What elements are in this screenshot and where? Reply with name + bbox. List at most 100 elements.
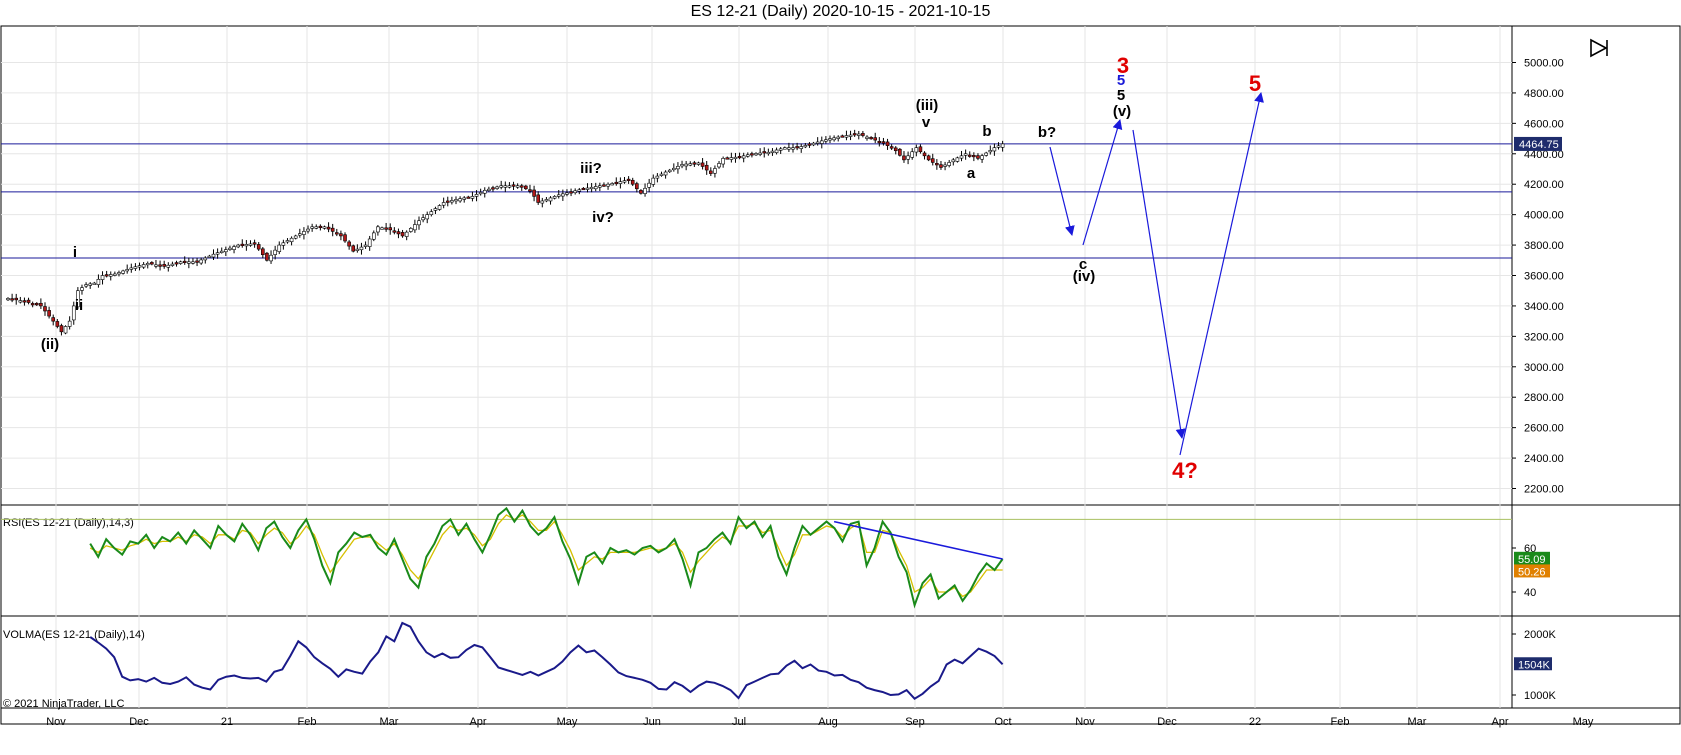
y-tick-label: 3400.00	[1524, 301, 1564, 313]
candle-body	[511, 184, 516, 187]
y-axes: 5000.00 4800.00 4600.00 4400.00 4200.00 4000.…	[1512, 58, 1564, 702]
candle-body	[43, 306, 47, 312]
wave-label: 4?	[1172, 458, 1198, 483]
candle-body	[947, 162, 951, 166]
candle-body	[55, 321, 60, 327]
candle-body	[474, 194, 479, 197]
candle-body	[137, 265, 142, 268]
candle-body	[515, 185, 520, 188]
candle-body	[51, 317, 56, 322]
x-tick-label: 21	[221, 716, 233, 728]
candle-body	[133, 266, 138, 269]
candle-body	[865, 136, 869, 139]
rsi-y-tick-label: 40	[1524, 587, 1536, 599]
candle-body	[745, 154, 750, 157]
copyright-notice: © 2021 NinjaTrader, LLC	[3, 698, 124, 710]
y-tick-label: 3600.00	[1524, 271, 1564, 283]
wave-label: ii	[75, 297, 83, 314]
candle-body	[733, 156, 738, 160]
candle-body	[914, 147, 919, 153]
candle-body	[926, 155, 931, 161]
candle-body	[585, 187, 590, 190]
candle-body	[388, 227, 393, 231]
candle-body	[302, 231, 306, 235]
candle-body	[404, 231, 409, 237]
candle-body	[104, 274, 109, 277]
x-tick-label: Mar	[380, 716, 399, 728]
candle-body	[491, 187, 495, 190]
candle-body	[306, 228, 310, 232]
candle-body	[519, 185, 524, 188]
candle-body	[261, 248, 265, 256]
scroll-to-end-icon[interactable]	[1588, 37, 1610, 59]
candle-body	[844, 135, 849, 138]
candle-body	[922, 152, 927, 157]
candle-body	[6, 298, 10, 301]
candle-body	[758, 152, 762, 155]
candle-body	[770, 150, 775, 153]
candle-body	[371, 232, 376, 240]
projection-arrows	[1049, 92, 1264, 456]
candle-body	[367, 238, 372, 247]
candle-body	[256, 244, 261, 250]
candle-body	[170, 263, 175, 266]
wave-label: iii?	[580, 160, 602, 177]
projection-arrow	[1049, 146, 1075, 236]
candle-body	[125, 269, 129, 272]
candle-body	[80, 287, 84, 291]
candle-body	[778, 148, 783, 151]
candle-body	[680, 164, 684, 167]
candle-body	[182, 260, 187, 263]
candle-body	[203, 257, 208, 261]
candle-body	[930, 158, 935, 163]
candle-body	[191, 261, 195, 264]
candle-body	[392, 230, 397, 233]
candle-body	[429, 211, 434, 215]
x-axis: Nov Dec 21 Feb Mar Apr May Jun Jul Aug Sep Oct Nov De…	[46, 716, 1594, 728]
candle-body	[96, 279, 101, 285]
candle-body	[955, 157, 960, 162]
candle-body	[236, 244, 240, 248]
candle-body	[524, 185, 528, 190]
volma-value: 1504K	[1518, 659, 1550, 671]
candle-body	[158, 264, 162, 267]
y-tick-label: 4800.00	[1524, 88, 1564, 100]
candle-body	[478, 192, 483, 195]
candle-body	[76, 290, 80, 308]
candle-body	[832, 137, 836, 141]
candle-body	[898, 148, 902, 156]
candle-body	[100, 275, 105, 280]
candle-body	[195, 260, 199, 263]
candle-body	[630, 179, 635, 185]
candle-body	[618, 181, 623, 184]
candle-body	[334, 232, 339, 235]
candle-body	[84, 284, 88, 287]
candle-body	[692, 162, 697, 165]
candle-body	[902, 155, 906, 161]
candle-body	[215, 252, 220, 255]
candle-body	[581, 187, 586, 191]
candle-body	[482, 190, 487, 194]
candle-body	[437, 205, 442, 210]
x-tick-label: May	[1573, 716, 1594, 728]
candle-body	[713, 168, 717, 174]
candle-body	[704, 164, 709, 171]
volma-y-tick-label: 2000K	[1524, 629, 1556, 641]
candle-body	[281, 242, 286, 246]
candle-body	[507, 185, 512, 188]
candle-body	[984, 152, 988, 156]
candle-body	[14, 297, 19, 301]
wave-label: a	[967, 165, 976, 182]
rsi-panel-title: RSI(ES 12-21 (Daily),14,3)	[3, 517, 134, 529]
candle-body	[199, 259, 203, 264]
candle-body	[943, 164, 947, 167]
candle-body	[269, 254, 273, 262]
candle-body	[803, 145, 808, 148]
candle-body	[684, 163, 688, 167]
volma-y-tick-label: 1000K	[1524, 690, 1556, 702]
volma-panel: VOLMA(ES 12-21 (Daily),14)	[3, 621, 1004, 700]
candle-body	[910, 151, 915, 158]
wave-label: b	[982, 123, 991, 140]
x-tick-label: Nov	[1075, 716, 1095, 728]
candle-body	[721, 158, 725, 165]
